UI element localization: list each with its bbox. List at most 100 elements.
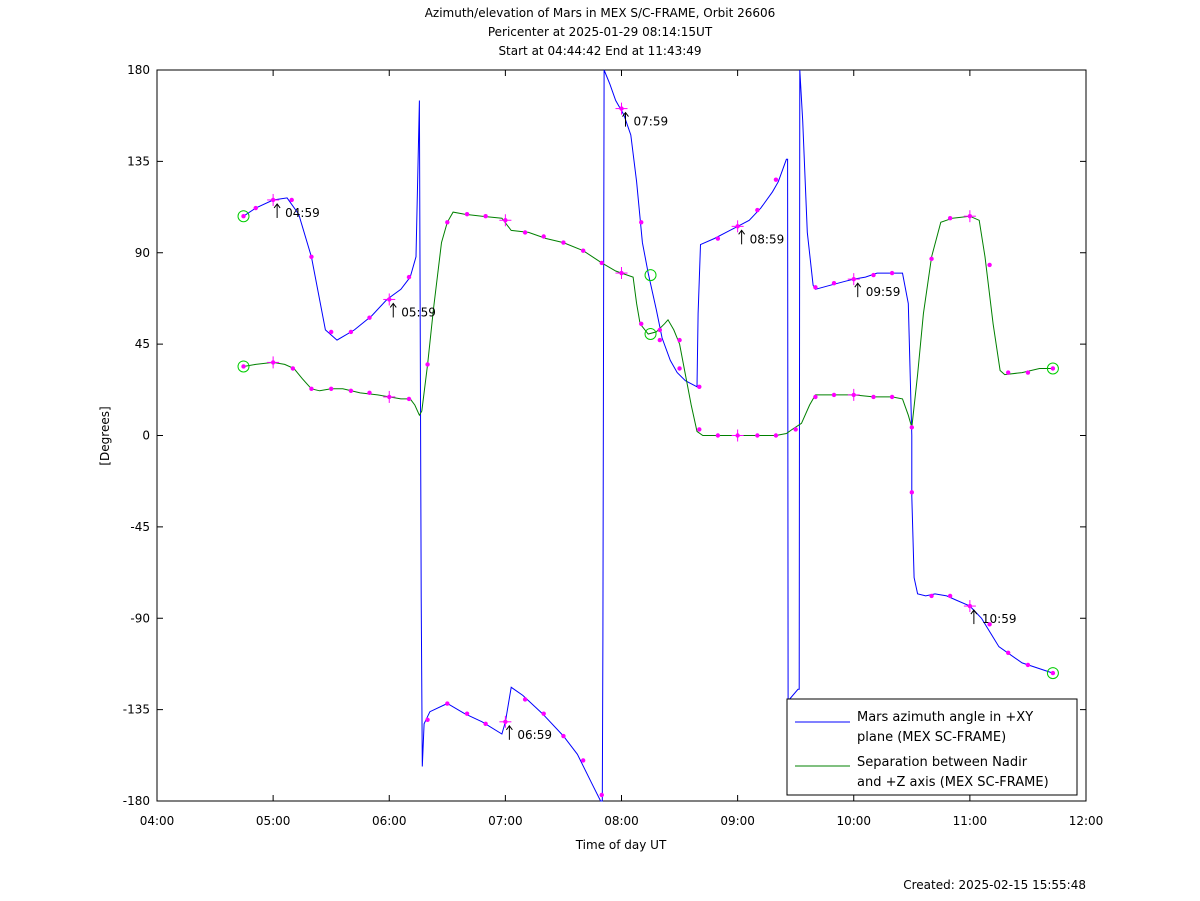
series-line-separation [243,211,1053,436]
time-label-arrowhead [854,282,862,288]
chart-title-line-2: Pericenter at 2025-01-29 08:14:15UT [488,25,713,39]
y-tick-label: 135 [127,154,150,168]
x-axis-label: Time of day UT [575,838,667,852]
time-label-arrowhead [505,724,513,731]
legend-label-separation-line-1: Separation between Nadir [857,755,1028,770]
series-marker-azimuth [241,214,246,219]
axis-ticks: 04:00 05:00 06:00 07:00 08:00 09:00 10:00 11:00… [123,63,1104,828]
series-marker-azimuth [541,711,546,716]
series-marker-azimuth [445,701,450,706]
x-tick-label: 04:00 [140,814,175,828]
time-label: 07:59 [634,115,669,129]
series-marker-azimuth [773,177,779,182]
series-line-azimuth [243,69,1054,802]
series-marker-separation [773,433,779,438]
series-marker-azimuth [1050,670,1056,676]
legend-label-separation-line-2: and +Z axis (MEX SC-FRAME) [857,775,1049,790]
chart-title-line-3: Start at 04:44:42 End at 11:43:49 [498,44,701,58]
series-marker-azimuth [483,721,488,727]
x-tick-label: 08:00 [604,814,639,828]
series-marker-separation [406,396,412,402]
series-marker-separation [445,220,450,225]
created-timestamp: Created: 2025-02-15 15:55:48 [903,878,1086,892]
series-marker-azimuth [328,329,334,335]
series-marker-separation [290,366,296,371]
time-label-arrowhead [622,111,629,117]
series-marker-separation [987,262,992,268]
time-label-arrowhead [273,203,281,209]
series-marker-separation [715,433,721,438]
event-circle-marker [237,360,250,373]
x-tick-label: 12:00 [1069,814,1104,828]
event-circle-marker [1046,362,1059,375]
y-tick-label: 0 [142,429,150,443]
series-marker-separation [1005,370,1011,375]
series-marker-separation [909,425,915,430]
time-label: 06:59 [517,728,552,742]
series-marker-separation [348,388,354,394]
series-marker-azimuth [697,384,702,389]
time-label: 04:59 [285,206,320,220]
series-marker-azimuth [813,285,818,290]
y-tick-label: -135 [123,703,150,717]
time-label-arrowhead [970,609,978,615]
series-marker-azimuth [1025,662,1031,668]
series-marker-azimuth [889,270,895,276]
event-circle-marker [237,210,250,223]
x-tick-label: 09:00 [720,814,755,828]
x-tick-label: 05:00 [256,814,291,828]
series-marker-azimuth [253,205,258,211]
series-marker-azimuth [580,758,586,763]
series-marker-azimuth [715,236,721,241]
x-tick-label: 07:00 [488,814,523,828]
series-marker-azimuth [406,274,412,280]
chart-title-line-1: Azimuth/elevation of Mars in MEX S/C-FRA… [425,6,776,20]
series-marker-separation [697,427,702,432]
series-marker-azimuth [947,593,953,599]
series-marker-azimuth [599,792,604,798]
legend-label-azimuth-line-2: plane (MEX SC-FRAME) [857,730,1006,745]
series-marker-azimuth [639,220,644,225]
time-label-arrowhead [738,229,746,235]
legend: Mars azimuth angle in +XY plane (MEX SC-… [786,698,1078,796]
series-marker-separation [1025,370,1031,375]
series-marker-separation [947,216,953,221]
series-marker-separation [522,230,528,235]
series-marker-separation [367,390,372,396]
time-label-arrowhead [389,302,397,308]
series-marker-azimuth [1005,650,1011,655]
x-tick-label: 06:00 [372,814,407,828]
y-tick-label: 45 [135,337,150,351]
series-marker-separation [1050,366,1056,371]
series-marker-separation [677,337,682,343]
y-tick-label: 180 [127,63,150,77]
time-label: 05:59 [401,305,436,319]
series-marker-separation [657,327,663,333]
series-marker-separation [889,394,895,400]
y-tick-label: -90 [130,611,150,625]
series-marker-separation [599,260,604,266]
series-marker-azimuth [755,207,760,213]
y-tick-label: -180 [123,794,150,808]
series-marker-separation [425,362,430,367]
legend-box [786,698,1078,796]
series-marker-azimuth [367,315,372,320]
annotations-group: 04:59 05:59 06:59 07:59 08:59 09:59 10:59 [273,111,1016,742]
series-marker-separation [831,392,837,398]
y-tick-label: -45 [130,520,150,534]
series-marker-azimuth [831,281,837,286]
x-tick-label: 10:00 [836,814,871,828]
markers-group [237,102,1059,798]
series-marker-azimuth [657,337,663,343]
series-marker-separation [309,386,314,391]
y-axis-label: [Degrees] [98,406,112,465]
event-circle-marker [644,327,657,340]
series-marker-azimuth [522,697,528,702]
plot-frame [156,69,1087,802]
series-marker-separation [241,364,246,369]
series-marker-azimuth [871,272,876,278]
series-marker-azimuth [425,717,430,722]
series-marker-separation [813,394,818,400]
x-tick-label: 11:00 [953,814,988,828]
